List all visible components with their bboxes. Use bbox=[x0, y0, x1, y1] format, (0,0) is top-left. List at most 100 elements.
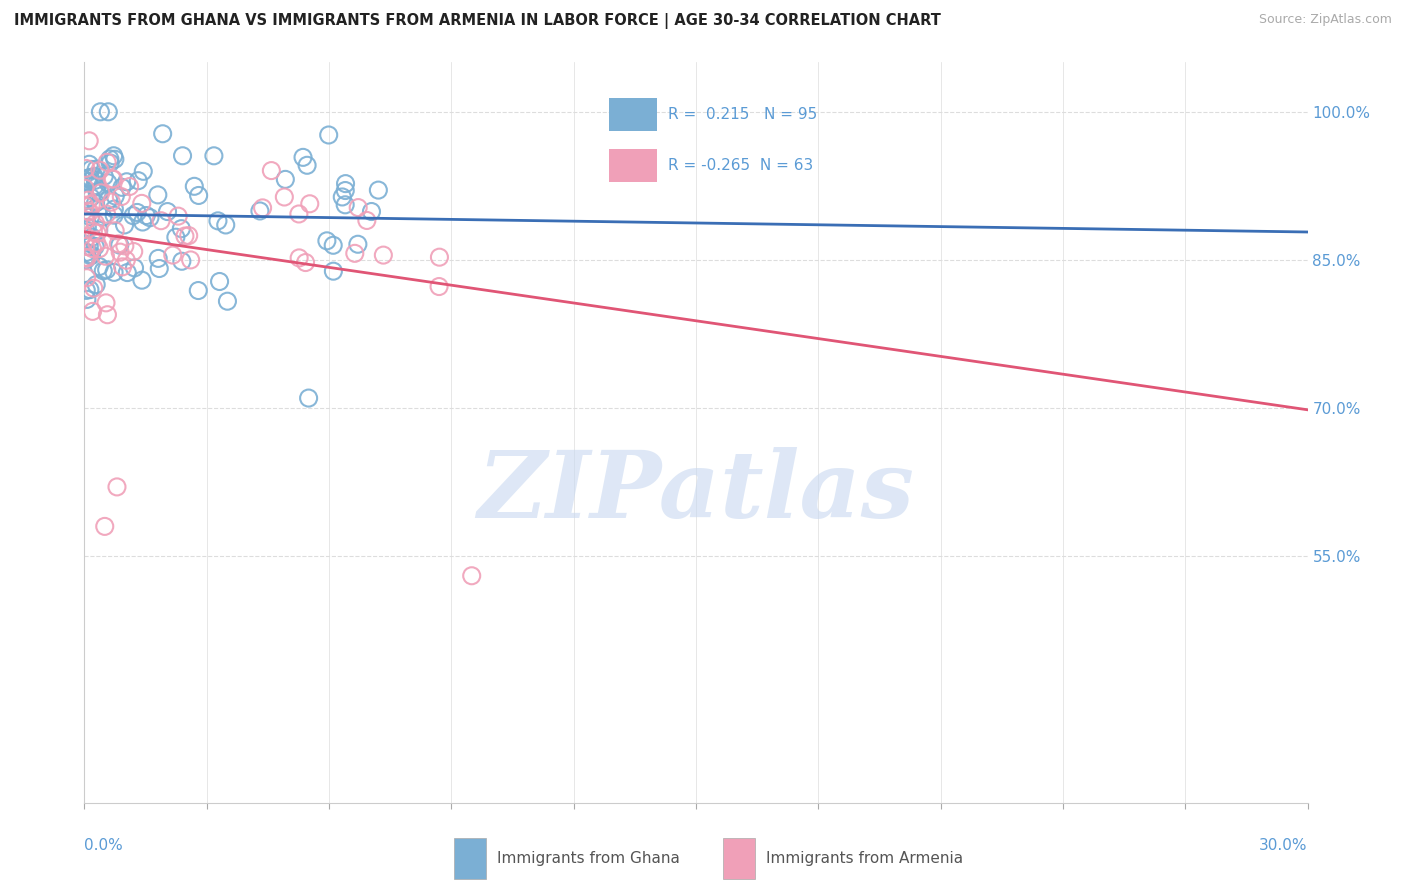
Point bbox=[288, 251, 311, 265]
Point bbox=[174, 229, 197, 244]
Point bbox=[165, 230, 187, 244]
Point bbox=[77, 134, 100, 148]
Point bbox=[167, 209, 190, 223]
Point bbox=[75, 239, 97, 253]
Point bbox=[94, 249, 117, 263]
Point bbox=[156, 204, 179, 219]
Point bbox=[298, 196, 321, 211]
Point bbox=[84, 216, 107, 230]
Point bbox=[86, 226, 108, 240]
Point bbox=[115, 253, 138, 268]
Point bbox=[292, 150, 315, 164]
Point bbox=[122, 244, 145, 259]
Point bbox=[76, 251, 98, 265]
Point bbox=[79, 210, 101, 224]
Point bbox=[79, 170, 101, 185]
Point bbox=[118, 179, 141, 194]
Point bbox=[131, 273, 153, 287]
Point bbox=[111, 180, 134, 194]
Point bbox=[260, 163, 283, 178]
Point bbox=[82, 304, 104, 318]
Point bbox=[73, 199, 96, 213]
Point bbox=[93, 169, 115, 184]
Point bbox=[360, 204, 382, 219]
Point bbox=[343, 246, 366, 260]
Point bbox=[132, 164, 155, 178]
Point bbox=[202, 149, 225, 163]
Point bbox=[97, 193, 120, 207]
Point bbox=[111, 260, 134, 274]
Point bbox=[89, 104, 111, 119]
Point bbox=[183, 179, 205, 194]
Point bbox=[76, 245, 98, 260]
Point bbox=[103, 149, 125, 163]
Point bbox=[315, 234, 337, 248]
Point bbox=[373, 248, 395, 262]
Point bbox=[170, 221, 193, 235]
Point bbox=[131, 196, 153, 211]
Point bbox=[100, 195, 122, 210]
Point bbox=[356, 213, 378, 227]
Point bbox=[295, 158, 318, 172]
Point bbox=[148, 261, 170, 276]
Point bbox=[89, 163, 111, 178]
Point bbox=[162, 248, 184, 262]
Point bbox=[187, 188, 209, 202]
Point bbox=[79, 283, 101, 297]
Point bbox=[80, 190, 103, 204]
Point bbox=[96, 308, 118, 322]
Text: 30.0%: 30.0% bbox=[1260, 838, 1308, 853]
Point bbox=[107, 236, 129, 251]
Point bbox=[84, 239, 107, 253]
Point bbox=[75, 213, 97, 227]
Point bbox=[93, 519, 115, 533]
Point bbox=[83, 178, 105, 193]
Point bbox=[77, 157, 100, 171]
Point bbox=[104, 189, 127, 203]
Point bbox=[273, 190, 295, 204]
Point bbox=[75, 284, 97, 298]
Point bbox=[367, 183, 389, 197]
Point bbox=[288, 207, 311, 221]
Point bbox=[461, 568, 484, 582]
Point bbox=[75, 250, 97, 264]
Point bbox=[96, 155, 118, 169]
Point bbox=[89, 185, 111, 199]
Point bbox=[84, 162, 107, 177]
Point bbox=[77, 193, 100, 207]
Point bbox=[215, 218, 238, 232]
Point bbox=[322, 264, 344, 278]
Point bbox=[117, 266, 139, 280]
Point bbox=[335, 184, 357, 198]
Point bbox=[127, 174, 149, 188]
Point bbox=[105, 480, 128, 494]
Text: ZIPatlas: ZIPatlas bbox=[478, 447, 914, 537]
Point bbox=[83, 169, 105, 184]
Point bbox=[79, 205, 101, 219]
Point bbox=[115, 175, 138, 189]
Point bbox=[101, 172, 124, 186]
Point bbox=[318, 128, 340, 142]
Point bbox=[135, 209, 157, 223]
Point bbox=[75, 161, 97, 176]
Point bbox=[103, 208, 125, 222]
Point bbox=[76, 293, 98, 307]
Point bbox=[84, 277, 107, 292]
Point bbox=[104, 153, 127, 167]
Point bbox=[82, 230, 104, 244]
Point bbox=[94, 296, 117, 310]
Point bbox=[76, 270, 98, 285]
Point bbox=[429, 250, 451, 264]
Point bbox=[114, 239, 136, 253]
Point bbox=[84, 173, 107, 187]
Point bbox=[335, 177, 357, 191]
Point bbox=[83, 281, 105, 295]
Point bbox=[427, 279, 450, 293]
Point bbox=[97, 176, 120, 190]
Point bbox=[96, 207, 118, 221]
Point bbox=[110, 189, 132, 203]
Point bbox=[180, 252, 202, 267]
Point bbox=[80, 162, 103, 177]
Point bbox=[150, 213, 173, 227]
Point bbox=[87, 223, 110, 237]
